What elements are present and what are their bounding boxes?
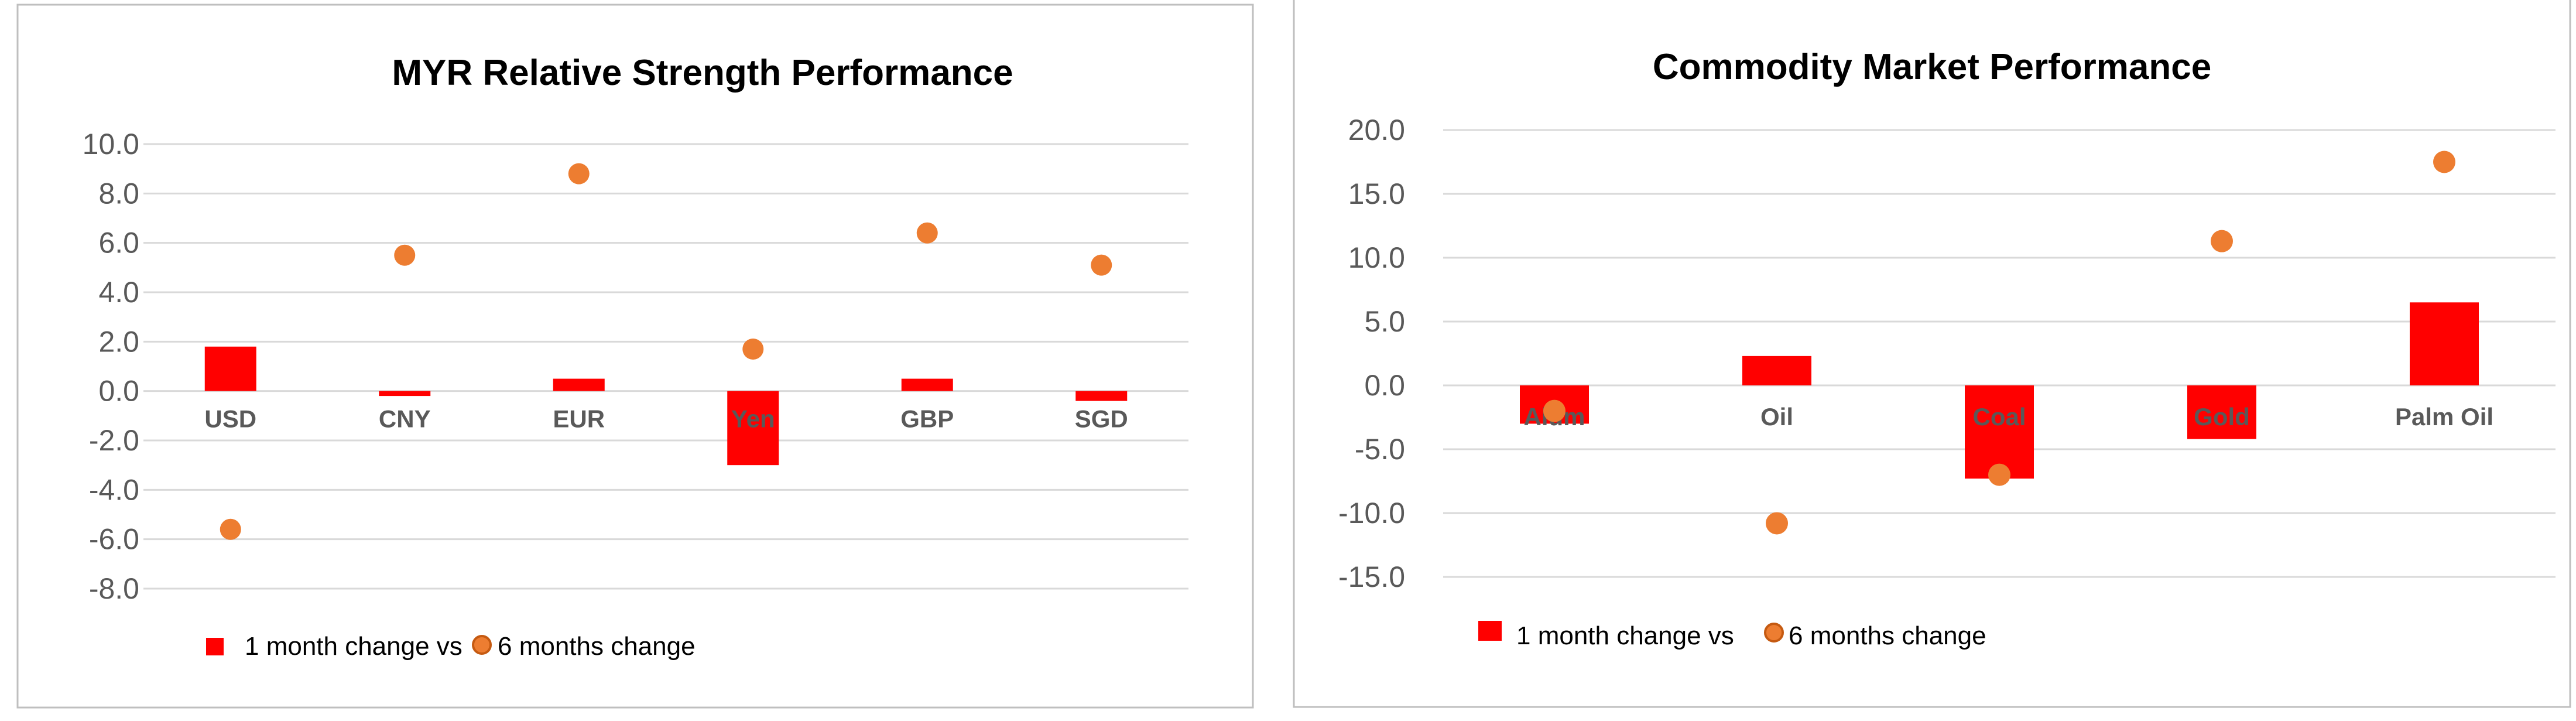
category-label: Yen <box>731 405 775 433</box>
myr-chart-frame <box>16 4 1254 709</box>
y-tick-label: -5.0 <box>1355 433 1405 466</box>
category-label: GBP <box>900 405 954 433</box>
y-tick-label: 10.0 <box>1348 241 1405 274</box>
y-tick-label: -15.0 <box>1338 561 1405 593</box>
category-label: Oil <box>1760 403 1793 430</box>
y-tick-label: -6.0 <box>89 523 139 556</box>
commodity-chart-legend: 1 month change vs 6 months change <box>1478 621 1986 650</box>
bar-sgd <box>1075 391 1128 401</box>
category-label: Palm Oil <box>2395 403 2493 430</box>
y-tick-label: -8.0 <box>89 572 139 605</box>
category-label: Gold <box>2194 403 2250 430</box>
point-palm-oil <box>2433 151 2455 173</box>
point-coal <box>1988 463 2010 486</box>
y-tick-label: 20.0 <box>1348 114 1405 146</box>
myr-chart-title: MYR Relative Strength Performance <box>392 53 1013 93</box>
point-gbp <box>916 222 938 244</box>
myr-chart: MYR Relative Strength Performance 10.0 8.… <box>16 4 1254 709</box>
category-label: EUR <box>553 405 605 433</box>
commodity-chart-title: Commodity Market Performance <box>1653 47 2211 87</box>
legend-point-label: 6 months change <box>498 632 696 661</box>
bar-usd <box>204 346 256 391</box>
y-tick-label: 15.0 <box>1348 177 1405 210</box>
y-tick-label: -10.0 <box>1338 497 1405 529</box>
y-tick-label: -2.0 <box>89 424 139 457</box>
category-label: USD <box>204 405 256 433</box>
y-tick-label: 6.0 <box>98 227 139 259</box>
y-tick-label: 4.0 <box>98 276 139 309</box>
legend-bar-label: 1 month change vs <box>1516 621 1734 650</box>
bar-gold <box>2187 385 2256 439</box>
legend-point-swatch <box>472 635 492 655</box>
point-alum <box>1543 399 1566 422</box>
category-label: Coal <box>1972 403 2026 430</box>
y-tick-label: 10.0 <box>83 128 139 160</box>
bar-yen <box>727 391 779 466</box>
bar-coal <box>1965 385 2034 479</box>
y-tick-label: -4.0 <box>89 473 139 506</box>
myr-chart-legend: 1 month change vs 6 months change <box>206 632 696 661</box>
bar-cny <box>379 391 431 397</box>
bar-oil <box>1742 356 1811 385</box>
bar-palm-oil <box>2410 302 2479 385</box>
commodity-chart-panel: Commodity Market Performance 20.0 15.0 10.… <box>1279 0 2576 721</box>
point-eur <box>568 163 590 184</box>
point-cny <box>394 244 416 266</box>
point-yen <box>742 338 764 360</box>
y-tick-label: 0.0 <box>1364 369 1405 402</box>
y-tick-label: 2.0 <box>98 325 139 358</box>
point-gold <box>2211 230 2233 252</box>
bar-eur <box>553 378 605 391</box>
category-label: CNY <box>379 405 431 433</box>
legend-bar-swatch <box>206 638 224 655</box>
category-label: SGD <box>1075 405 1128 433</box>
point-sgd <box>1091 254 1112 276</box>
legend-bar-swatch <box>1478 621 1502 641</box>
legend-point-swatch <box>1764 623 1784 643</box>
y-tick-label: 0.0 <box>98 375 139 408</box>
bar-gbp <box>901 378 953 391</box>
legend-bar-label: 1 month change vs <box>245 632 463 661</box>
myr-chart-panel: MYR Relative Strength Performance 10.0 8.… <box>0 0 1279 721</box>
commodity-chart-frame <box>1293 0 2571 708</box>
point-usd <box>220 518 241 540</box>
point-oil <box>1766 512 1788 535</box>
y-tick-label: 8.0 <box>98 177 139 210</box>
y-tick-label: 5.0 <box>1364 305 1405 338</box>
commodity-chart: Commodity Market Performance 20.0 15.0 10.… <box>1293 0 2571 708</box>
legend-point-label: 6 months change <box>1789 621 1986 650</box>
